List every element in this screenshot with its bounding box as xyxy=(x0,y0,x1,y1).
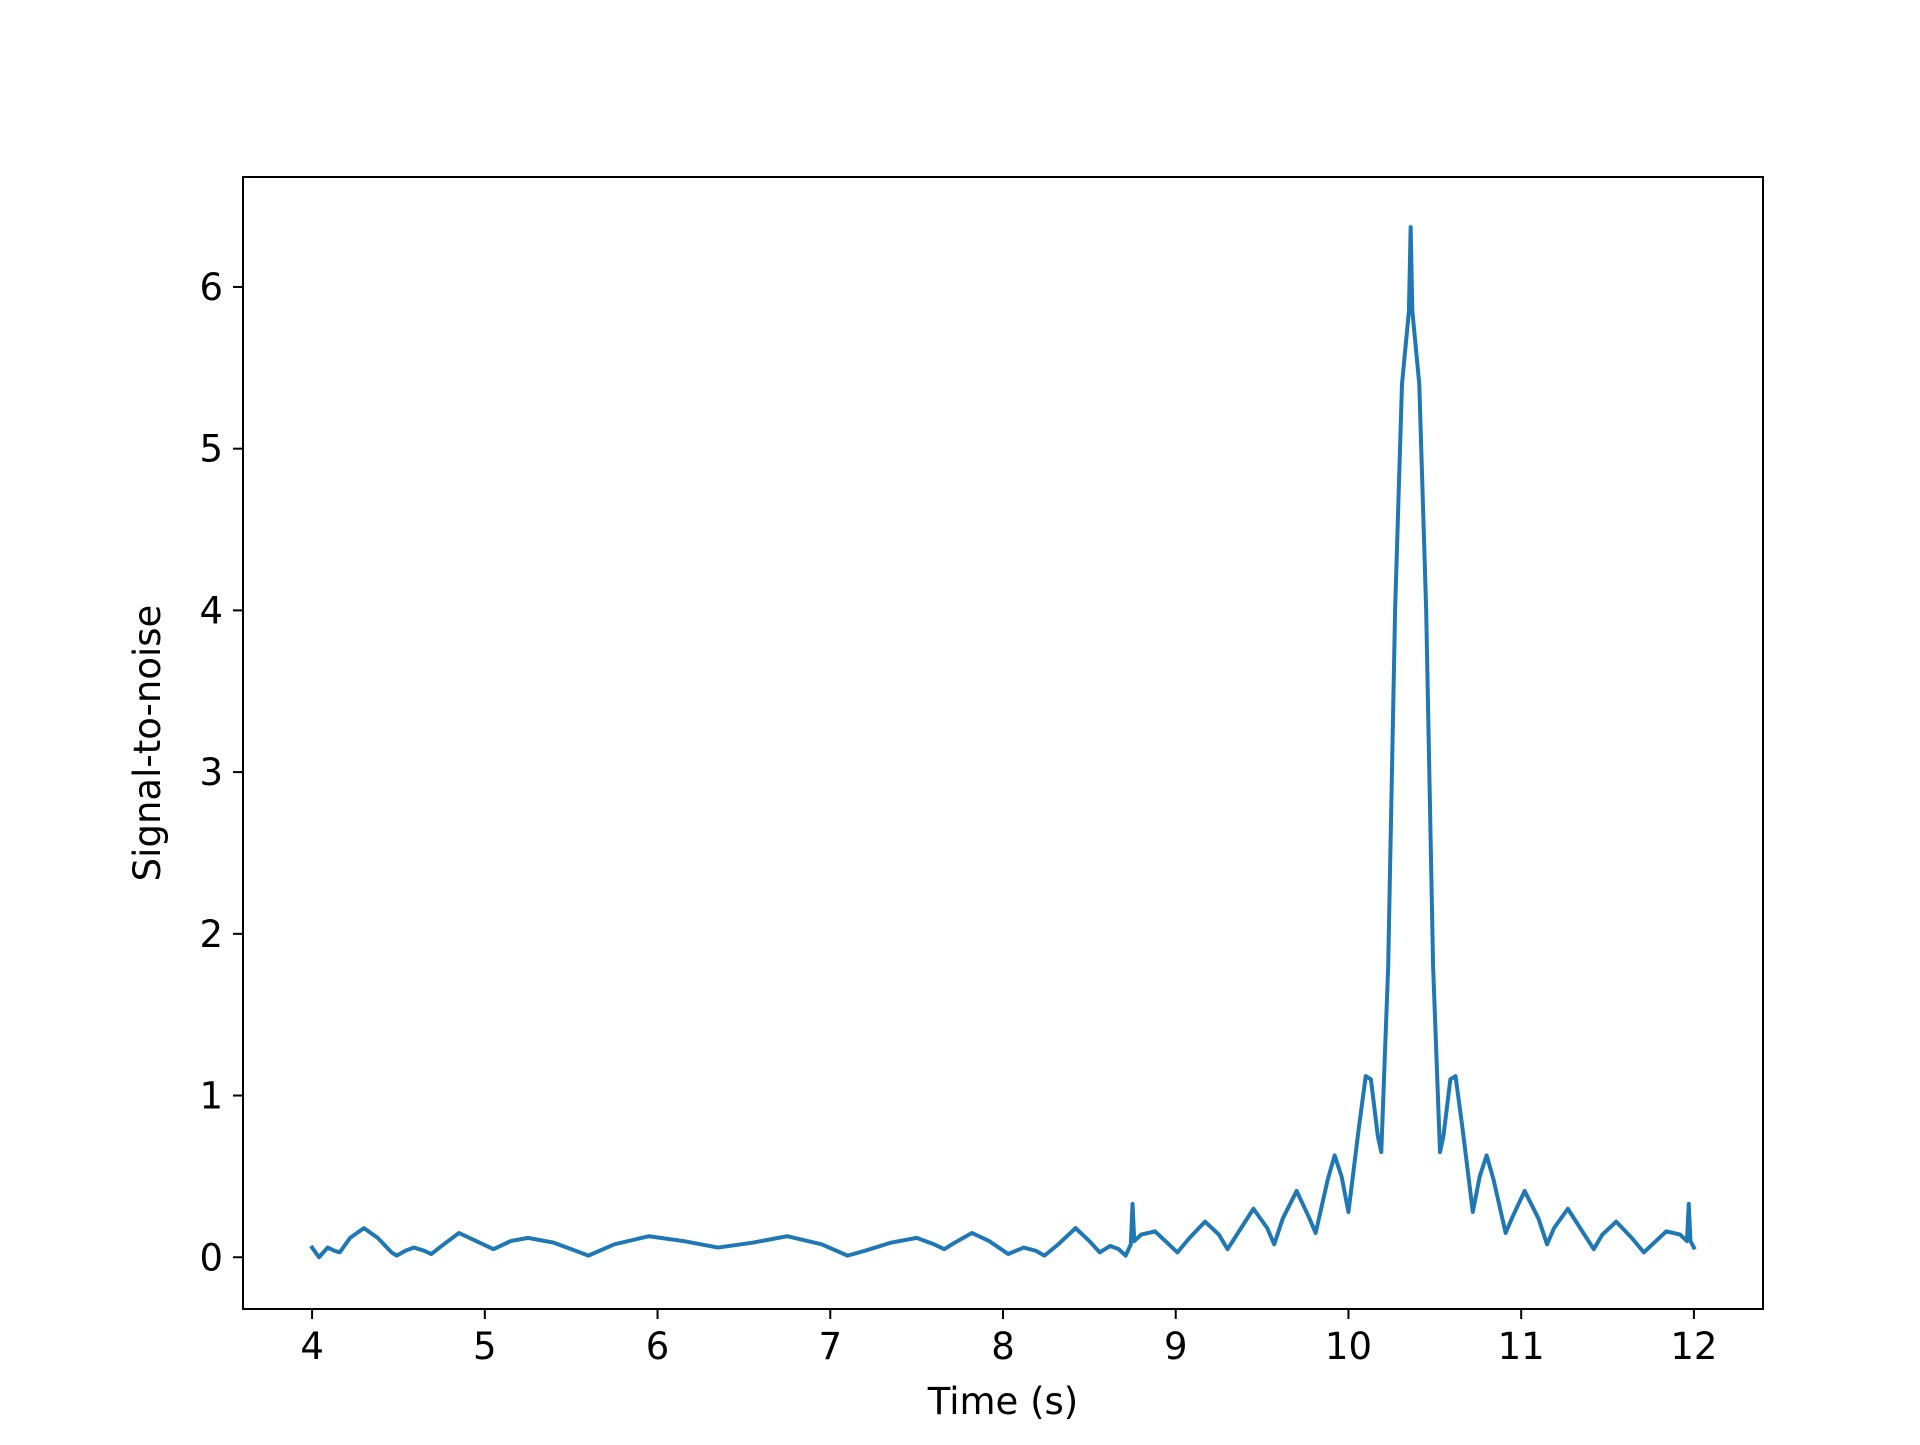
y-tick-label: 3 xyxy=(199,751,223,794)
x-axis-label: Time (s) xyxy=(927,1380,1078,1423)
y-tick-label: 2 xyxy=(199,913,223,956)
series-line xyxy=(309,225,1697,1260)
plot-frame xyxy=(242,176,1764,1310)
y-tick-label: 1 xyxy=(199,1075,223,1118)
y-tick-label: 4 xyxy=(199,589,223,632)
y-tick-label: 0 xyxy=(199,1236,223,1279)
y-tick-label: 6 xyxy=(199,266,223,309)
x-tick-label: 7 xyxy=(818,1325,842,1368)
x-tick-label: 5 xyxy=(473,1325,497,1368)
x-tick-label: 10 xyxy=(1325,1325,1372,1368)
x-tick-label: 8 xyxy=(991,1325,1015,1368)
x-tick-label: 11 xyxy=(1498,1325,1545,1368)
x-tick-label: 4 xyxy=(300,1325,324,1368)
y-axis-label: Signal-to-noise xyxy=(126,605,169,882)
x-tick-label: 6 xyxy=(646,1325,670,1368)
y-tick-label: 5 xyxy=(199,428,223,471)
x-tick-label: 9 xyxy=(1164,1325,1188,1368)
series-layer xyxy=(309,225,1697,1260)
x-tick-label: 12 xyxy=(1670,1325,1717,1368)
